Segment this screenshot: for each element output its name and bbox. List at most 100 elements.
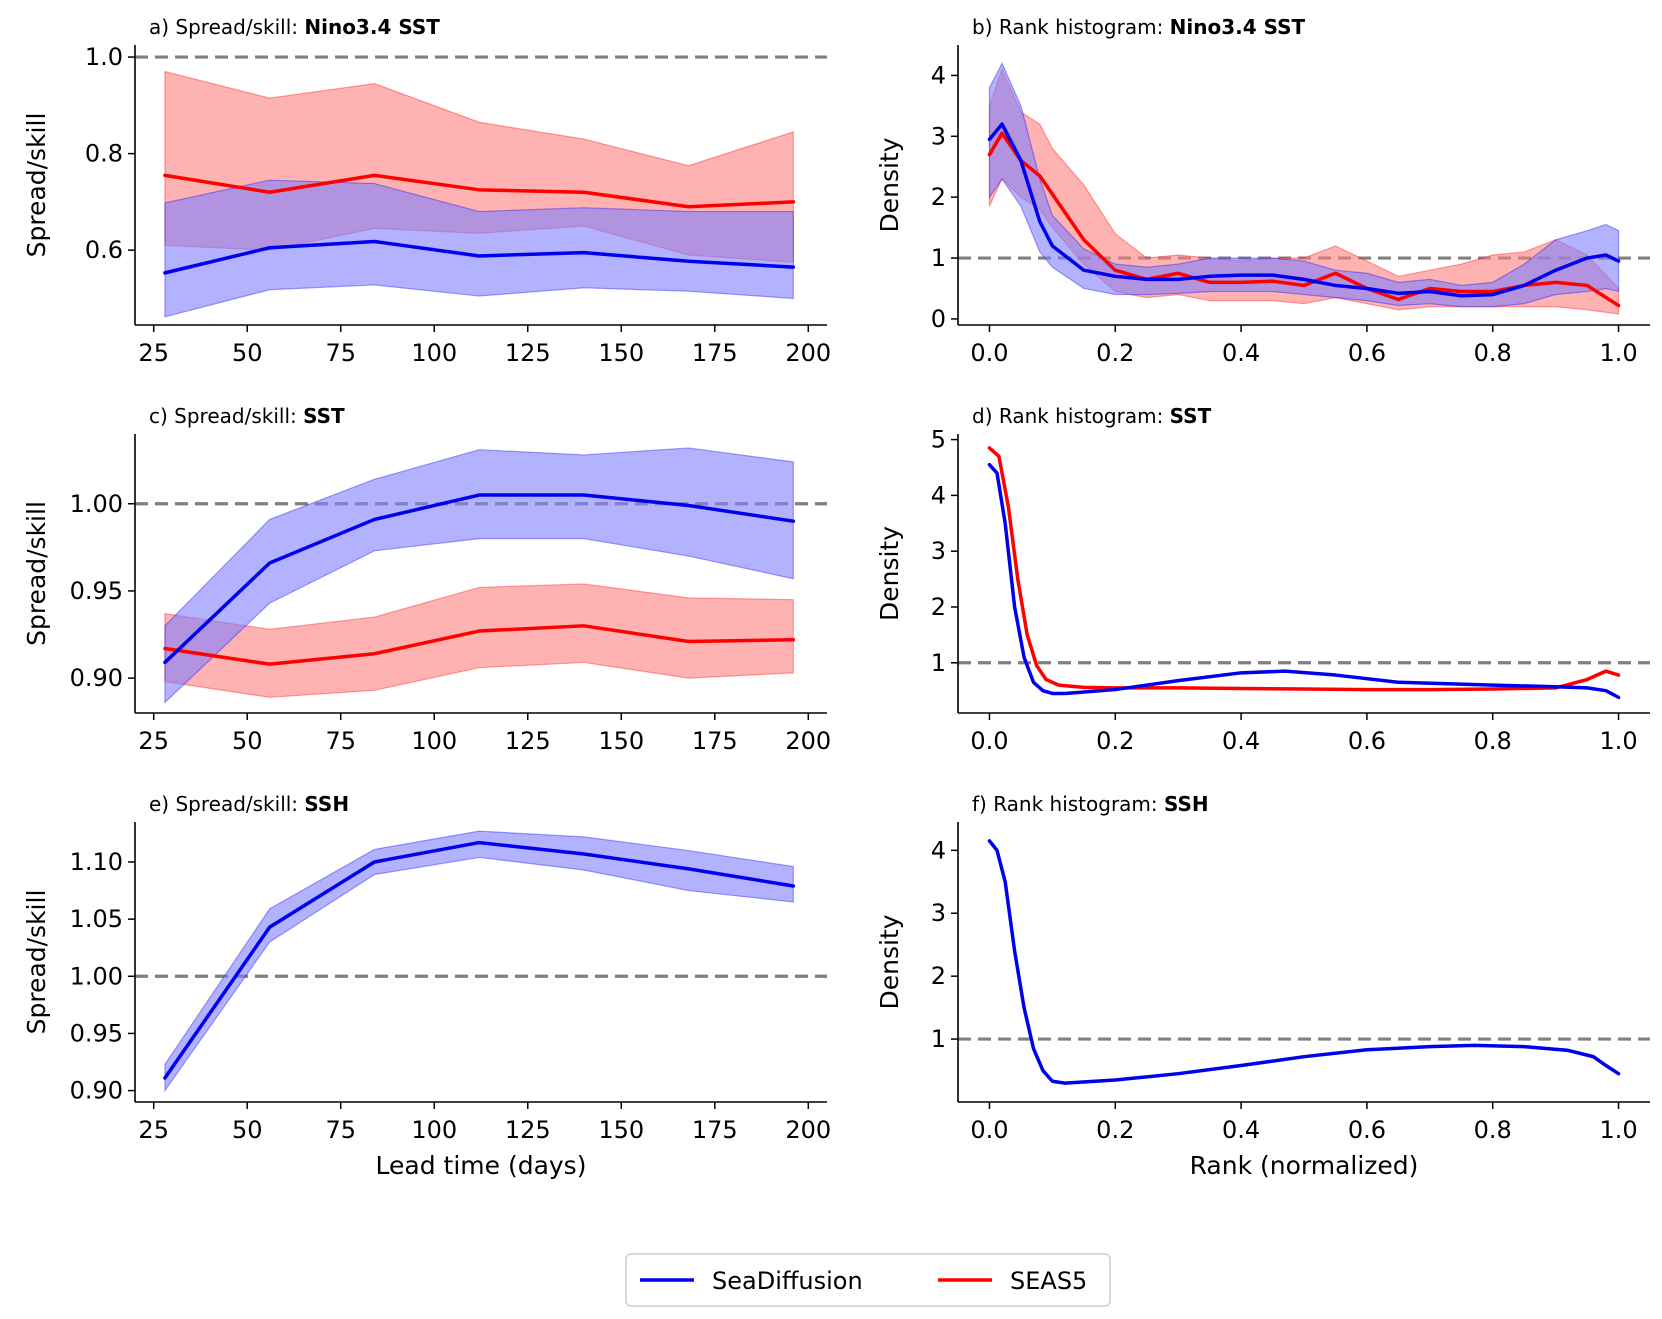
panel-b: b) Rank histogram: Nino3.4 SST 0.0 0.2 0.4 0…	[875, 15, 1650, 367]
panel-c-x-tick-label: 175	[692, 727, 738, 755]
panel-a-x-tick-label: 100	[411, 339, 457, 367]
panel-b-y-tick-label: 1	[931, 244, 946, 272]
panel-e-line-seadiffusion	[163, 840, 796, 1080]
panel-b-y-tick-label: 3	[931, 122, 946, 150]
panel-e-y-tick-label: 0.95	[70, 1019, 123, 1047]
panel-f-title: f) Rank histogram: SSH	[972, 792, 1209, 816]
panel-e-y-tick-label: 1.10	[70, 848, 123, 876]
panel-c-x-tick-label: 100	[411, 727, 457, 755]
panel-d-x-tick-label: 0.2	[1096, 727, 1134, 755]
panel-d-line-seadiffusion	[987, 462, 1621, 700]
panel-f-title-variable: SSH	[1164, 792, 1209, 816]
panel-b-y-tick-label: 0	[931, 305, 946, 333]
panel-f-x-tick-label: 0.2	[1096, 1116, 1134, 1144]
panel-a-band-seadiffusion	[164, 179, 794, 318]
panel-d-title-prefix: d) Rank histogram:	[972, 404, 1170, 428]
panel-b-line-seadiffusion	[987, 122, 1621, 298]
panel-a-title-prefix: a) Spread/skill:	[149, 15, 304, 39]
panel-a-x-tick-label: 125	[505, 339, 551, 367]
panel-c-x-tick-label: 125	[505, 727, 551, 755]
panel-c-y-tick-label: 1.00	[70, 490, 123, 518]
panel-d-x-tick-label: 1.0	[1599, 727, 1637, 755]
panel-c-band-seas5	[164, 583, 794, 698]
panel-e-x-tick-label: 75	[325, 1116, 356, 1144]
panel-b-x-tick-label: 0.6	[1348, 339, 1386, 367]
panel-b-x-tick-label: 0.4	[1222, 339, 1260, 367]
panel-f: f) Rank histogram: SSH 0.0 0.2 0.4 0.6 0.8 1.0…	[875, 792, 1650, 1180]
panel-b-y-label: Density	[875, 137, 904, 232]
panel-e-x-tick-label: 100	[411, 1116, 457, 1144]
panel-c-x-tick-label: 200	[785, 727, 831, 755]
panel-a: a) Spread/skill: Nino3.4 SST 25 50 75 100 125…	[22, 15, 831, 367]
panel-a-x-tick-label: 150	[598, 339, 644, 367]
panel-b-x-tick-label: 1.0	[1599, 339, 1637, 367]
panel-d: d) Rank histogram: SST 0.0 0.2 0.4 0.6 0.8 1.0…	[875, 404, 1650, 755]
panel-a-line-seadiffusion	[163, 239, 796, 275]
panel-e-y-tick-label: 1.05	[70, 905, 123, 933]
panel-c-x-tick-label: 150	[598, 727, 644, 755]
panel-b-title-prefix: b) Rank histogram:	[972, 15, 1170, 39]
panel-e-x-tick-label: 50	[232, 1116, 263, 1144]
panel-a-line-seas5	[163, 173, 796, 209]
panel-d-x-tick-label: 0.8	[1474, 727, 1512, 755]
panel-f-y-tick-label: 4	[931, 836, 946, 864]
panel-e-title: e) Spread/skill: SSH	[149, 792, 349, 816]
panel-e-x-tick-label: 25	[138, 1116, 169, 1144]
panel-b-y-tick-label: 4	[931, 61, 946, 89]
panel-b-x-tick-label: 0.8	[1474, 339, 1512, 367]
panel-e-x-label: Lead time (days)	[376, 1151, 587, 1180]
panel-b-line-seas5	[987, 131, 1621, 308]
panel-a-y-tick-label: 1.0	[85, 43, 123, 71]
panel-b-x-tick-label: 0.2	[1096, 339, 1134, 367]
legend: SeaDiffusion SEAS5	[625, 1253, 1111, 1307]
panel-c-title: c) Spread/skill: SST	[149, 404, 345, 428]
panel-f-y-tick-label: 1	[931, 1025, 946, 1053]
panel-c-title-prefix: c) Spread/skill:	[149, 404, 303, 428]
legend-label-seas5: SEAS5	[1010, 1267, 1087, 1295]
panel-e-y-tick-label: 1.00	[70, 962, 123, 990]
panel-f-y-tick-label: 2	[931, 962, 946, 990]
panel-c-title-variable: SST	[303, 404, 345, 428]
panel-d-y-label: Density	[875, 526, 904, 621]
panel-a-x-tick-label: 75	[325, 339, 356, 367]
panel-c-x-tick-label: 50	[232, 727, 263, 755]
panel-d-x-tick-label: 0.4	[1222, 727, 1260, 755]
panel-f-y-tick-label: 3	[931, 899, 946, 927]
panel-a-y-tick-label: 0.8	[85, 140, 123, 168]
panel-e-x-tick-label: 175	[692, 1116, 738, 1144]
legend-frame	[625, 1253, 1111, 1307]
panel-d-y-tick-label: 1	[931, 649, 946, 677]
legend-label-seadiffusion: SeaDiffusion	[712, 1267, 863, 1295]
panel-e-x-tick-label: 200	[785, 1116, 831, 1144]
panel-c: c) Spread/skill: SST 25 50 75 100 125 150 175 20…	[22, 404, 831, 755]
panel-d-y-tick-label: 3	[931, 537, 946, 565]
panel-e-y-tick-label: 0.90	[70, 1077, 123, 1105]
panel-f-x-tick-label: 0.8	[1474, 1116, 1512, 1144]
panel-d-y-tick-label: 2	[931, 593, 946, 621]
panel-c-y-tick-label: 0.90	[70, 664, 123, 692]
panel-a-y-label: Spread/skill	[22, 113, 51, 258]
panel-a-title-variable: Nino3.4 SST	[304, 15, 440, 39]
panel-c-band-seadiffusion	[164, 447, 794, 704]
panel-b-title: b) Rank histogram: Nino3.4 SST	[972, 15, 1306, 39]
panel-c-line-seas5	[163, 624, 796, 666]
panel-b-x-tick-label: 0.0	[970, 339, 1008, 367]
panel-a-x-tick-label: 25	[138, 339, 169, 367]
panel-f-x-tick-label: 0.6	[1348, 1116, 1386, 1144]
panel-c-x-tick-label: 25	[138, 727, 169, 755]
panel-f-x-label: Rank (normalized)	[1190, 1151, 1419, 1180]
panel-f-x-tick-label: 0.4	[1222, 1116, 1260, 1144]
panel-d-y-tick-label: 5	[931, 426, 946, 454]
panel-e-title-variable: SSH	[304, 792, 349, 816]
panel-e-title-prefix: e) Spread/skill:	[149, 792, 304, 816]
panel-a-title: a) Spread/skill: Nino3.4 SST	[149, 15, 440, 39]
panel-c-y-label: Spread/skill	[22, 501, 51, 646]
panel-a-y-tick-label: 0.6	[85, 236, 123, 264]
panel-e-x-tick-label: 150	[598, 1116, 644, 1144]
panel-d-x-tick-label: 0.0	[970, 727, 1008, 755]
panel-b-y-tick-label: 2	[931, 183, 946, 211]
panel-d-title: d) Rank histogram: SST	[972, 404, 1212, 428]
panel-d-band-seas5	[989, 447, 1619, 691]
